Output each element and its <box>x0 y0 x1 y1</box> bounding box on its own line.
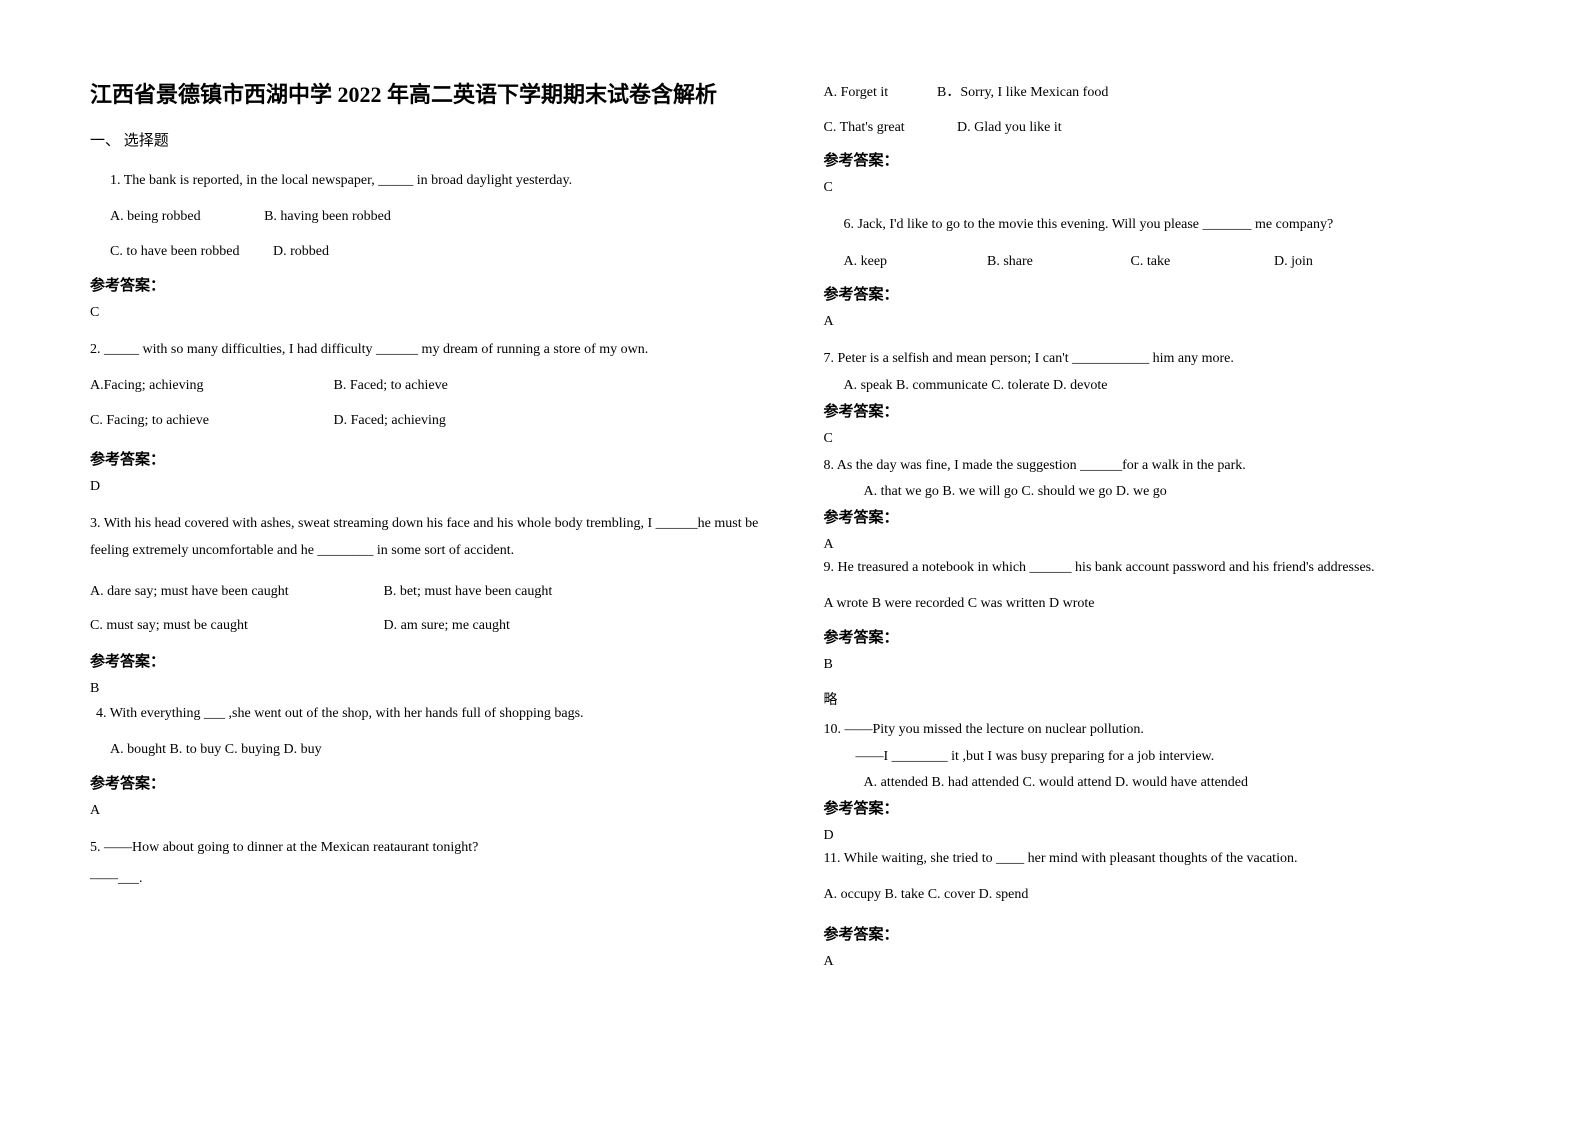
q2-optD: D. Faced; achieving <box>334 413 446 428</box>
q1-opts-row1: A. being robbed B. having been robbed <box>90 204 764 231</box>
q10-text2: ——I ________ it ,but I was busy preparin… <box>824 744 1498 771</box>
q11-answer: A <box>824 954 1498 970</box>
q2-optB: B. Faced; to achieve <box>334 378 448 393</box>
q7-answer: C <box>824 431 1498 447</box>
q1-text: 1. The bank is reported, in the local ne… <box>90 168 764 195</box>
q1-optD: D. robbed <box>273 244 329 259</box>
q2-opts-row1: A.Facing; achieving B. Faced; to achieve <box>90 373 764 400</box>
q5-answer: C <box>824 180 1498 196</box>
q8-text: 8. As the day was fine, I made the sugge… <box>824 453 1498 480</box>
q9-omit: 略 <box>824 689 1498 709</box>
q1-optA: A. being robbed <box>110 209 201 224</box>
q1-optC: C. to have been robbed <box>110 244 239 259</box>
q7-text: 7. Peter is a selfish and mean person; I… <box>824 346 1498 373</box>
q5-dash: ——___. <box>90 866 764 893</box>
q3-optA: A. dare say; must have been caught <box>90 579 380 606</box>
q9-answer: B <box>824 657 1498 673</box>
q4-opts: A. bought B. to buy C. buying D. buy <box>90 737 764 764</box>
q11-text: 11. While waiting, she tried to ____ her… <box>824 846 1498 873</box>
q8-opts: A. that we go B. we will go C. should we… <box>824 479 1498 506</box>
q3-optD: D. am sure; me caught <box>384 618 510 633</box>
q6-answer-label: 参考答案： <box>824 283 1498 304</box>
q6-opts: A. keep B. share C. take D. join <box>824 249 1498 276</box>
q9-opts: A wrote B were recorded C was written D … <box>824 591 1498 618</box>
q9-answer-label: 参考答案： <box>824 626 1498 647</box>
q10-answer: D <box>824 828 1498 844</box>
q3-optC: C. must say; must be caught <box>90 613 380 640</box>
q10-answer-label: 参考答案： <box>824 797 1498 818</box>
left-column: 江西省景德镇市西湖中学 2022 年高二英语下学期期末试卷含解析 一、 选择题 … <box>90 80 764 986</box>
q7-answer-label: 参考答案： <box>824 400 1498 421</box>
q9-text: 9. He treasured a notebook in which ____… <box>824 555 1498 582</box>
q11-answer-label: 参考答案： <box>824 923 1498 944</box>
q8-answer-label: 参考答案： <box>824 506 1498 527</box>
q3-opts-row1: A. dare say; must have been caught B. be… <box>90 579 764 606</box>
q1-optB: B. having been robbed <box>264 209 391 224</box>
q5-opts-row1: A. Forget it B．Sorry, I like Mexican foo… <box>824 80 1498 107</box>
exam-page: 江西省景德镇市西湖中学 2022 年高二英语下学期期末试卷含解析 一、 选择题 … <box>0 0 1587 1026</box>
q3-optB: B. bet; must have been caught <box>384 584 553 599</box>
q3-text: 3. With his head covered with ashes, swe… <box>90 511 764 564</box>
q5-answer-label: 参考答案： <box>824 149 1498 170</box>
q11-opts: A. occupy B. take C. cover D. spend <box>824 882 1498 909</box>
q6-text: 6. Jack, I'd like to go to the movie thi… <box>824 212 1498 239</box>
right-column: A. Forget it B．Sorry, I like Mexican foo… <box>824 80 1498 986</box>
q4-answer: A <box>90 803 764 819</box>
q7-opts: A. speak B. communicate C. tolerate D. d… <box>824 373 1498 400</box>
q2-optC: C. Facing; to achieve <box>90 408 330 435</box>
q1-opts-row2: C. to have been robbed D. robbed <box>90 239 764 266</box>
q2-opts-row2: C. Facing; to achieve D. Faced; achievin… <box>90 408 764 435</box>
q10-text: 10. ——Pity you missed the lecture on nuc… <box>824 717 1498 744</box>
exam-title: 江西省景德镇市西湖中学 2022 年高二英语下学期期末试卷含解析 <box>90 80 764 111</box>
q3-answer: B <box>90 681 764 697</box>
q5-optC: C. That's great <box>824 115 954 142</box>
q6-optB: B. share <box>987 249 1127 276</box>
q1-answer-label: 参考答案： <box>90 274 764 295</box>
q2-answer: D <box>90 479 764 495</box>
q8-answer: A <box>824 537 1498 553</box>
q5-optB: B．Sorry, I like Mexican food <box>937 85 1108 100</box>
section-header: 一、 选择题 <box>90 129 764 150</box>
q4-text: 4. With everything ___ ,she went out of … <box>90 701 764 728</box>
q10-opts: A. attended B. had attended C. would att… <box>824 770 1498 797</box>
q1-answer: C <box>90 305 764 321</box>
q5-optA: A. Forget it <box>824 80 934 107</box>
q2-text: 2. _____ with so many difficulties, I ha… <box>90 337 764 364</box>
q6-answer: A <box>824 314 1498 330</box>
q6-optC: C. take <box>1131 249 1271 276</box>
q3-answer-label: 参考答案： <box>90 650 764 671</box>
q6-optD: D. join <box>1274 254 1313 269</box>
q5-optD: D. Glad you like it <box>957 120 1062 135</box>
q2-optA: A.Facing; achieving <box>90 373 330 400</box>
q6-optA: A. keep <box>844 249 984 276</box>
q3-opts-row2: C. must say; must be caught D. am sure; … <box>90 613 764 640</box>
q5-opts-row2: C. That's great D. Glad you like it <box>824 115 1498 142</box>
q2-answer-label: 参考答案： <box>90 448 764 469</box>
q5-text: 5. ——How about going to dinner at the Me… <box>90 835 764 862</box>
q4-answer-label: 参考答案： <box>90 772 764 793</box>
